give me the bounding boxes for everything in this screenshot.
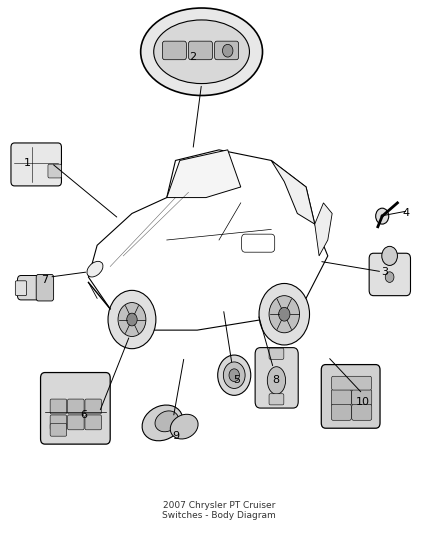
Text: 10: 10	[356, 397, 370, 407]
Ellipse shape	[142, 405, 183, 441]
Ellipse shape	[155, 411, 179, 432]
Circle shape	[376, 208, 389, 224]
Ellipse shape	[170, 414, 198, 439]
FancyBboxPatch shape	[188, 41, 212, 60]
FancyBboxPatch shape	[255, 348, 298, 408]
Ellipse shape	[154, 20, 250, 84]
Circle shape	[108, 290, 156, 349]
FancyBboxPatch shape	[67, 415, 84, 430]
Circle shape	[279, 308, 290, 321]
Text: 9: 9	[172, 431, 179, 441]
Circle shape	[218, 355, 251, 395]
FancyBboxPatch shape	[321, 365, 380, 428]
FancyBboxPatch shape	[15, 281, 27, 296]
Ellipse shape	[141, 8, 262, 95]
FancyBboxPatch shape	[50, 415, 67, 430]
Circle shape	[259, 284, 310, 345]
Polygon shape	[167, 150, 241, 198]
Circle shape	[382, 246, 397, 265]
Text: 5: 5	[233, 375, 240, 385]
Circle shape	[385, 272, 394, 282]
Polygon shape	[271, 160, 315, 224]
Text: 2007 Chrysler PT Cruiser
Switches - Body Diagram: 2007 Chrysler PT Cruiser Switches - Body…	[162, 500, 276, 520]
Circle shape	[229, 369, 240, 382]
FancyBboxPatch shape	[162, 41, 186, 60]
FancyBboxPatch shape	[331, 405, 351, 420]
FancyBboxPatch shape	[50, 399, 67, 414]
FancyBboxPatch shape	[331, 390, 351, 406]
FancyBboxPatch shape	[48, 164, 61, 178]
Circle shape	[269, 296, 300, 333]
Text: 4: 4	[403, 208, 410, 219]
Text: 7: 7	[41, 274, 49, 285]
FancyBboxPatch shape	[352, 405, 372, 420]
FancyBboxPatch shape	[85, 415, 102, 430]
FancyBboxPatch shape	[332, 376, 371, 390]
FancyBboxPatch shape	[11, 143, 61, 186]
FancyBboxPatch shape	[352, 390, 372, 406]
FancyBboxPatch shape	[41, 373, 110, 444]
Circle shape	[223, 44, 233, 57]
FancyBboxPatch shape	[36, 274, 53, 301]
FancyBboxPatch shape	[50, 423, 67, 436]
FancyBboxPatch shape	[369, 253, 410, 296]
FancyBboxPatch shape	[269, 394, 284, 405]
Text: 2: 2	[189, 52, 197, 62]
Ellipse shape	[87, 261, 103, 277]
Text: 3: 3	[381, 267, 388, 277]
FancyBboxPatch shape	[18, 276, 53, 300]
Polygon shape	[315, 203, 332, 256]
Ellipse shape	[267, 367, 286, 394]
Circle shape	[223, 362, 245, 389]
Circle shape	[127, 313, 137, 326]
FancyBboxPatch shape	[269, 348, 284, 359]
FancyBboxPatch shape	[67, 399, 84, 414]
Text: 1: 1	[24, 158, 31, 168]
FancyBboxPatch shape	[85, 399, 102, 414]
Text: 8: 8	[272, 375, 279, 385]
Circle shape	[118, 303, 146, 336]
Text: 6: 6	[81, 410, 88, 420]
FancyBboxPatch shape	[215, 41, 239, 60]
